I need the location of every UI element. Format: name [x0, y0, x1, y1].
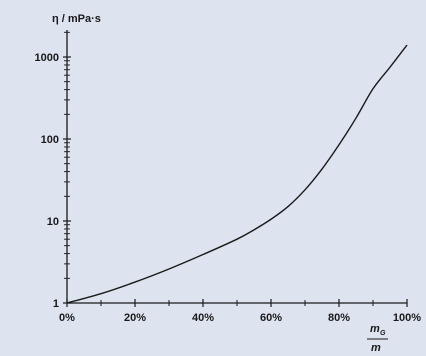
y-tick-label: 100	[41, 134, 59, 146]
series-line-0	[66, 44, 408, 304]
y-axis: 1 10 100 1000	[35, 30, 71, 310]
x-axis: 0% 20% 40% 60% 80% 100%	[59, 299, 421, 324]
x-tick-label: 100%	[393, 312, 421, 324]
x-axis-title-numerator-sub: G	[380, 330, 386, 337]
x-axis-title-denominator: m	[371, 342, 381, 354]
series-layer	[66, 44, 408, 304]
y-tick-label: 10	[47, 216, 59, 228]
x-tick-label: 40%	[192, 312, 214, 324]
y-tick-label: 1	[53, 298, 59, 310]
x-tick-label: 60%	[260, 312, 282, 324]
y-tick-label: 1000	[35, 52, 59, 64]
x-tick-label: 0%	[59, 312, 75, 324]
x-tick-label: 20%	[124, 312, 146, 324]
x-axis-title: m G m	[367, 323, 388, 354]
y-axis-title: η / mPa·s	[52, 13, 101, 25]
x-tick-label: 80%	[328, 312, 350, 324]
x-axis-title-numerator: m	[370, 323, 380, 335]
